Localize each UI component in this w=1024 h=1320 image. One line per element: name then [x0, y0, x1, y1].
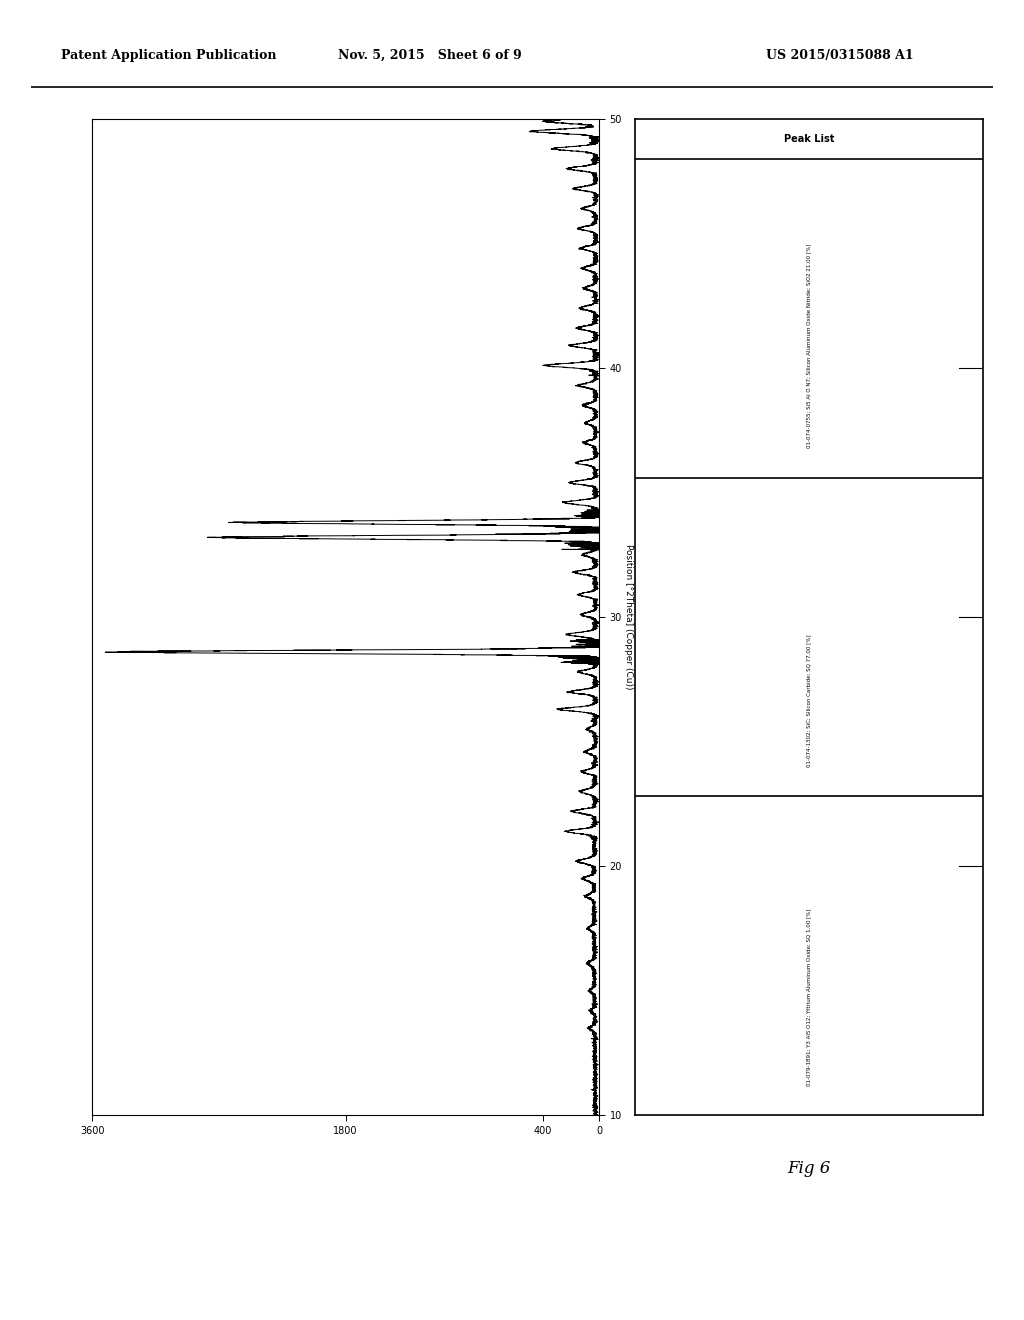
Y-axis label: Position [°2Theta] (Copper (Cu)): Position [°2Theta] (Copper (Cu)) [624, 544, 633, 690]
Text: 01-079-1891; Y3 Al5 O12; Yttrium Aluminum Oxide; SQ 1.00 [%]: 01-079-1891; Y3 Al5 O12; Yttrium Aluminu… [807, 908, 811, 1085]
Text: 01-074-1302; SiC; Silicon Carbide; SQ 77.00 [%]: 01-074-1302; SiC; Silicon Carbide; SQ 77… [807, 634, 811, 767]
Text: 01-074-0755; Si5 Al O N7; Silicon Aluminum Oxide Nitride; SiO2 21.00 [%]: 01-074-0755; Si5 Al O N7; Silicon Alumin… [807, 243, 811, 447]
Text: Peak List: Peak List [783, 133, 835, 144]
Text: US 2015/0315088 A1: US 2015/0315088 A1 [766, 49, 913, 62]
Text: Nov. 5, 2015   Sheet 6 of 9: Nov. 5, 2015 Sheet 6 of 9 [338, 49, 522, 62]
Text: Fig 6: Fig 6 [787, 1160, 830, 1176]
Text: Patent Application Publication: Patent Application Publication [61, 49, 276, 62]
